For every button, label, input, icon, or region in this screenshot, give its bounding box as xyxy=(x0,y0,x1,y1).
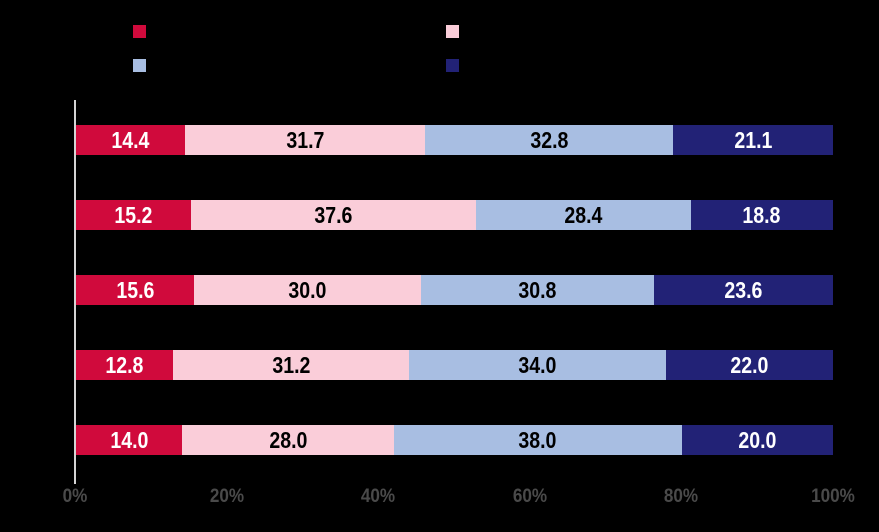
bar-segment-light-blue: 28.4 xyxy=(475,200,691,230)
x-axis-tick-label: 40% xyxy=(361,486,396,507)
bar-segment-navy: 21.1 xyxy=(673,125,833,155)
bar-segment-crimson: 15.2 xyxy=(76,200,192,230)
bar-value-label: 14.0 xyxy=(109,426,149,453)
bar-segment-navy: 23.6 xyxy=(654,275,833,305)
bar-value-label: 21.1 xyxy=(734,126,773,153)
bar-value-label: 28.4 xyxy=(564,201,603,228)
bar-segment-light-blue: 32.8 xyxy=(424,125,674,155)
bar-value-label: 22.0 xyxy=(730,351,769,378)
bar-segment-navy: 18.8 xyxy=(690,200,833,230)
bar-value-label: 30.0 xyxy=(288,276,327,303)
bar-segment-pink: 28.0 xyxy=(181,425,394,455)
bar-value-label: 31.7 xyxy=(285,126,325,153)
bar-value-label: 28.0 xyxy=(268,426,307,453)
bar-segment-crimson: 14.4 xyxy=(76,125,185,155)
x-axis-tick-label: 60% xyxy=(512,486,547,507)
legend-swatch-crimson xyxy=(133,25,146,38)
bar-value-label: 12.8 xyxy=(105,351,144,378)
x-axis: 0% 20% 40% 60% 80% 100% xyxy=(63,486,855,511)
bar-segment-navy: 22.0 xyxy=(666,350,833,380)
bar-value-label: 37.6 xyxy=(314,201,353,228)
bar-value-label: 20.0 xyxy=(738,426,777,453)
bar-segment-crimson: 14.0 xyxy=(76,425,182,455)
bar-segment-crimson: 12.8 xyxy=(76,350,173,380)
bar-value-label: 32.8 xyxy=(530,126,569,153)
bar-value-label: 18.8 xyxy=(742,201,781,228)
bars-area: 14.4 31.7 32.8 21.1 15.2 37.6 28.4 18.8 15.6 30.0… xyxy=(76,125,833,485)
bar-segment-light-blue: 38.0 xyxy=(393,425,682,455)
bar-value-label: 15.2 xyxy=(114,201,153,228)
bar-value-label: 23.6 xyxy=(724,276,763,303)
bar-value-label: 15.6 xyxy=(116,276,155,303)
bar-row: 15.2 37.6 28.4 18.8 xyxy=(76,200,833,230)
bar-segment-pink: 37.6 xyxy=(191,200,476,230)
bar-value-label: 34.0 xyxy=(518,351,557,378)
bar-segment-pink: 30.0 xyxy=(194,275,422,305)
bar-value-label: 31.2 xyxy=(271,351,311,378)
bar-segment-light-blue: 30.8 xyxy=(421,275,655,305)
x-axis-tick-label: 100% xyxy=(811,486,855,507)
x-axis-tick-label: 20% xyxy=(209,486,244,507)
bar-row: 15.6 30.0 30.8 23.6 xyxy=(76,275,833,305)
bar-value-label: 30.8 xyxy=(518,276,557,303)
bar-value-label: 14.4 xyxy=(111,126,150,153)
y-axis-line xyxy=(74,100,76,484)
bar-row: 14.0 28.0 38.0 20.0 xyxy=(76,425,833,455)
bar-row: 14.4 31.7 32.8 21.1 xyxy=(76,125,833,155)
legend-swatch-navy xyxy=(446,59,459,72)
bar-segment-light-blue: 34.0 xyxy=(409,350,667,380)
bar-row: 12.8 31.2 34.0 22.0 xyxy=(76,350,833,380)
bar-segment-pink: 31.7 xyxy=(185,125,425,155)
bar-value-label: 38.0 xyxy=(518,426,557,453)
legend-swatch-light-blue xyxy=(133,59,146,72)
bar-segment-navy: 20.0 xyxy=(681,425,833,455)
x-axis-tick-label: 80% xyxy=(664,486,699,507)
x-axis-tick-label: 0% xyxy=(62,486,88,507)
bar-segment-crimson: 15.6 xyxy=(76,275,195,305)
legend-swatch-pink xyxy=(446,25,459,38)
bar-segment-pink: 31.2 xyxy=(172,350,410,380)
